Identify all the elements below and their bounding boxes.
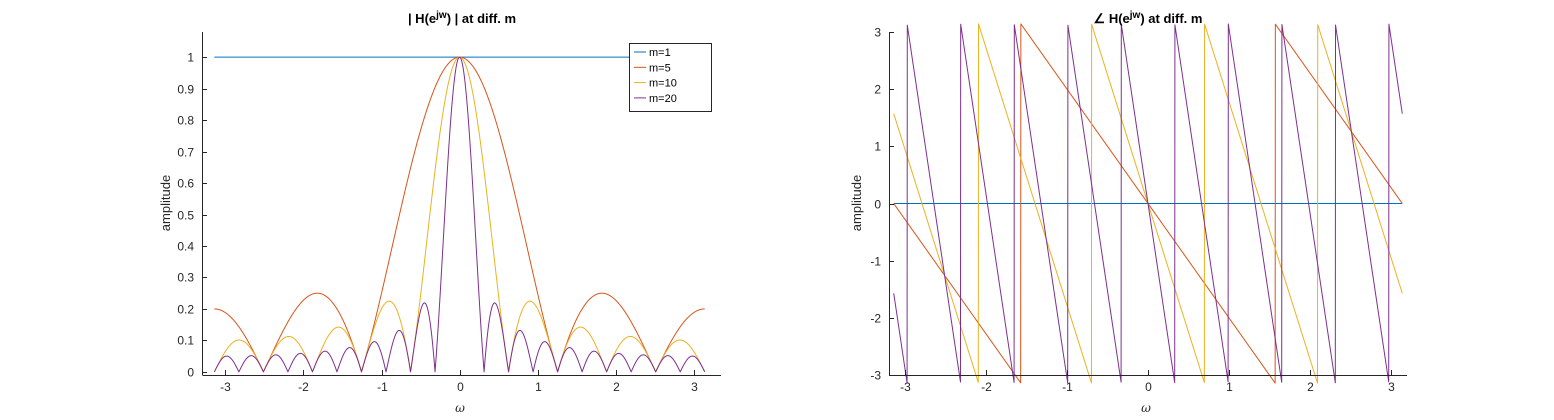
x-tick-label: 0 <box>457 380 464 394</box>
y-tick-label: 0.7 <box>177 146 194 160</box>
legend-box <box>629 43 712 112</box>
x-tick-label: 3 <box>691 380 698 394</box>
magnitude-x-label: ω <box>455 401 465 415</box>
x-tick-label: 1 <box>1226 380 1233 394</box>
y-tick-label: 2 <box>874 83 881 97</box>
x-tick-label: 2 <box>613 380 620 394</box>
series-line-m20 <box>213 56 706 373</box>
phase-title: ∠ H(ejw) at diff. m <box>1094 10 1203 26</box>
magnitude-series-group <box>213 56 706 373</box>
y-tick-label: 0 <box>874 198 881 212</box>
magnitude-title-prefix: | H(e <box>408 11 436 26</box>
phase-plot: -3 -2 -1 0 1 2 3 -3 -2 -1 0 1 2 3 ∠ H(ejw) at diff. m… <box>849 10 1407 415</box>
y-tick-label: 0.5 <box>177 209 194 223</box>
magnitude-title: | H(ejw) | at diff. m <box>408 10 516 26</box>
x-tick-label: -3 <box>900 380 911 394</box>
phase-y-label: amplitude <box>849 175 864 231</box>
x-tick-label: 2 <box>1307 380 1314 394</box>
series-line-m20 <box>893 23 1403 384</box>
x-tick-label: 1 <box>535 380 542 394</box>
y-tick-label: -1 <box>870 255 881 269</box>
magnitude-title-superscript: jw <box>435 10 447 21</box>
y-tick-label: 0.3 <box>177 271 194 285</box>
y-tick-label: 0.9 <box>177 83 194 97</box>
y-tick-label: 0.2 <box>177 303 194 317</box>
y-tick-label: 0.4 <box>177 240 194 254</box>
phase-title-superscript: jw <box>1129 10 1141 21</box>
phase-title-suffix: ) at diff. m <box>1140 11 1202 26</box>
phase-title-prefix: ∠ H(e <box>1094 11 1130 26</box>
legend-entry-m5: m=5 <box>649 62 671 74</box>
y-tick-label: 3 <box>874 26 881 40</box>
phase-series-group <box>893 23 1403 384</box>
magnitude-title-suffix: ) | at diff. m <box>447 11 516 26</box>
x-tick-label: -2 <box>981 380 992 394</box>
legend-entry-m20: m=20 <box>649 93 677 105</box>
magnitude-ticks: -3 -2 -1 0 1 2 3 0 0.1 0.2 0.3 0.4 0.5 0.6 0.7 0.8 0.9 1 <box>177 51 698 395</box>
y-tick-label: 0.8 <box>177 114 194 128</box>
x-tick-label: -3 <box>220 380 231 394</box>
x-tick-label: 3 <box>1388 380 1395 394</box>
x-tick-label: -2 <box>298 380 309 394</box>
x-tick-label: -1 <box>1062 380 1073 394</box>
magnitude-y-label: amplitude <box>158 175 173 231</box>
y-tick-label: 0.6 <box>177 177 194 191</box>
y-tick-label: 1 <box>874 140 881 154</box>
x-tick-label: 0 <box>1145 380 1152 394</box>
y-tick-label: -2 <box>870 312 881 326</box>
legend-entry-m10: m=10 <box>649 78 677 90</box>
magnitude-plot: -3 -2 -1 0 1 2 300.10.20.30.40.50.60.70.80.91 … <box>158 10 721 415</box>
legend: m=1 m=5 m=10 m=20 <box>629 43 712 112</box>
y-tick-label: 0 <box>187 366 194 380</box>
phase-x-label: ω <box>1141 401 1151 415</box>
y-tick-label: -3 <box>870 369 881 383</box>
x-tick-label: -1 <box>377 380 388 394</box>
y-tick-label: 1 <box>187 51 194 65</box>
phase-ticks: -3 -2 -1 0 1 2 3 -3 -2 -1 0 1 2 3 <box>870 26 1395 395</box>
legend-entry-m1: m=1 <box>649 47 671 59</box>
y-tick-label: 0.1 <box>177 334 194 348</box>
